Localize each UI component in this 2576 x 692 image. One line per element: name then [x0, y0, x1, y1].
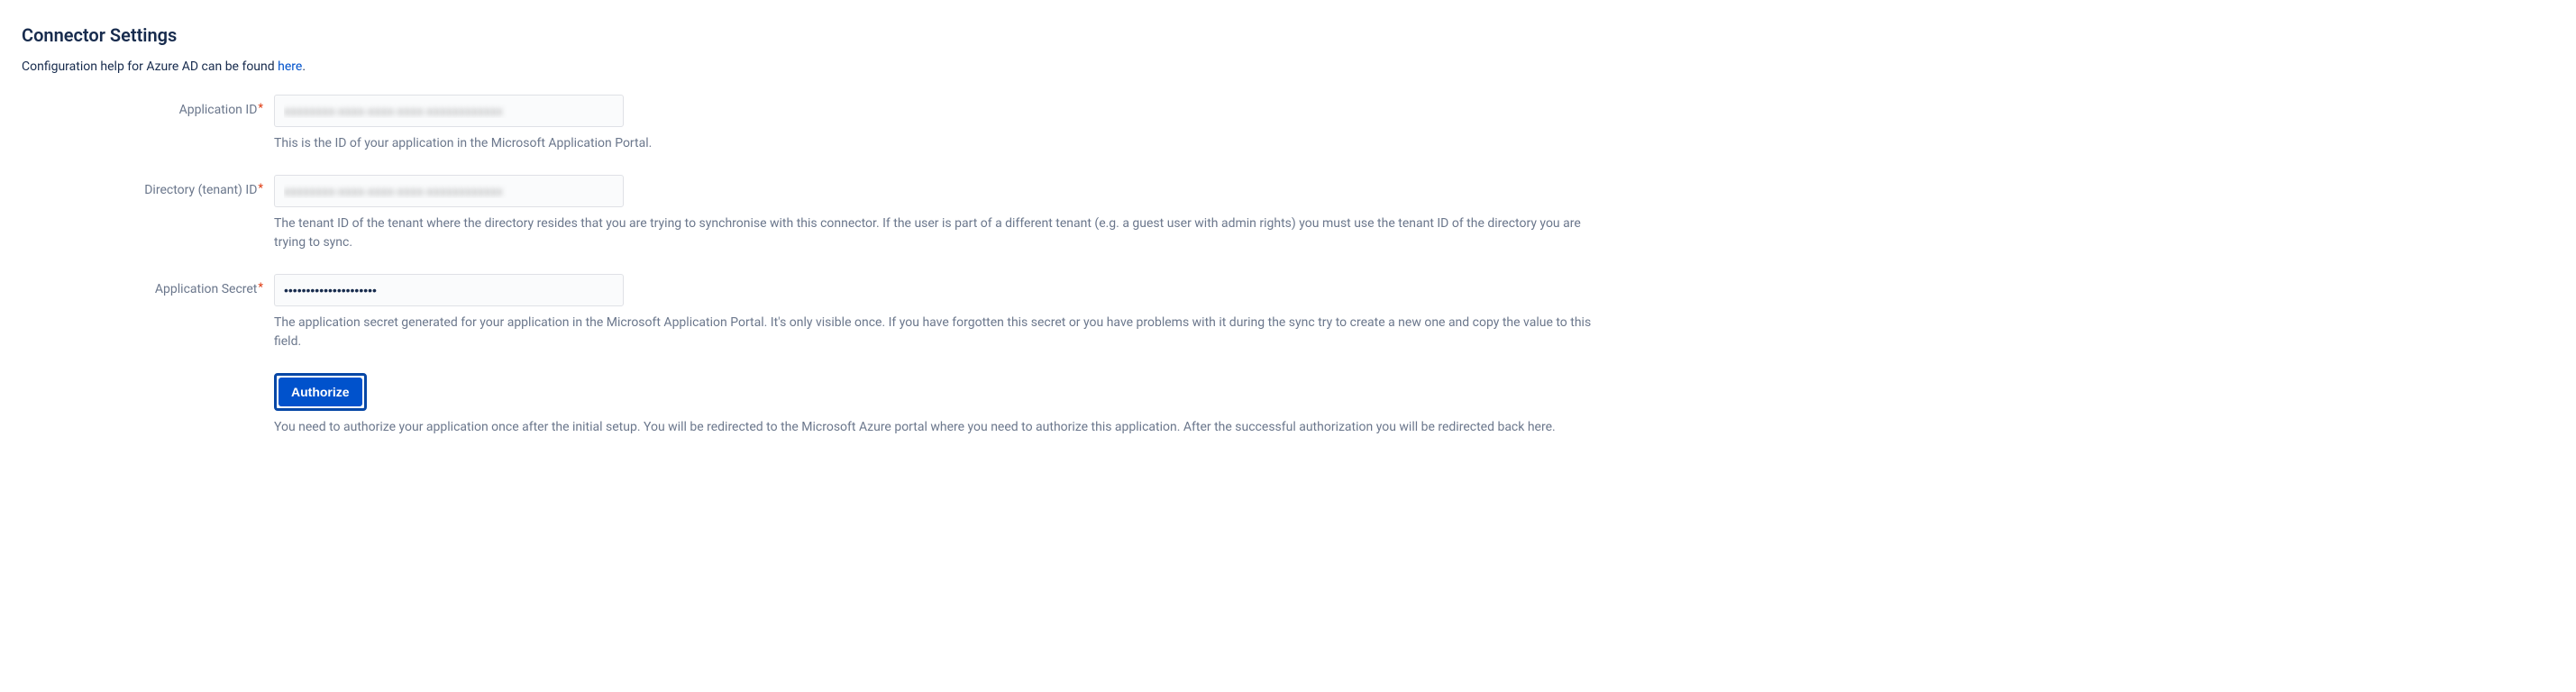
- application-secret-label: Application Secret: [155, 282, 257, 296]
- required-marker: *: [258, 281, 263, 295]
- required-marker: *: [258, 102, 263, 115]
- form-row-application-id: Application ID* This is the ID of your a…: [22, 95, 2554, 153]
- application-id-label: Application ID: [179, 103, 258, 117]
- application-secret-description: The application secret generated for you…: [274, 314, 1608, 351]
- tenant-id-description: The tenant ID of the tenant where the di…: [274, 214, 1608, 252]
- application-id-description: This is the ID of your application in th…: [274, 134, 1608, 153]
- content-col: The application secret generated for you…: [274, 274, 2554, 351]
- form-row-authorize: Authorize You need to authorize your app…: [22, 373, 2554, 437]
- label-col: Directory (tenant) ID*: [22, 175, 274, 200]
- application-id-input[interactable]: [274, 95, 624, 127]
- authorize-button[interactable]: Authorize: [279, 378, 362, 406]
- section-title: Connector Settings: [22, 22, 2554, 49]
- help-link[interactable]: here: [278, 59, 302, 74]
- form-row-tenant-id: Directory (tenant) ID* The tenant ID of …: [22, 175, 2554, 252]
- help-prefix: Configuration help for Azure AD can be f…: [22, 59, 278, 74]
- content-col: This is the ID of your application in th…: [274, 95, 2554, 153]
- tenant-id-label: Directory (tenant) ID: [144, 183, 257, 197]
- help-text: Configuration help for Azure AD can be f…: [22, 58, 2554, 77]
- tenant-id-input[interactable]: [274, 175, 624, 207]
- required-marker: *: [258, 182, 263, 196]
- connector-settings-section: Connector Settings Configuration help fo…: [22, 22, 2554, 437]
- label-col: [22, 373, 274, 379]
- label-col: Application ID*: [22, 95, 274, 120]
- content-col: Authorize You need to authorize your app…: [274, 373, 2554, 437]
- content-col: The tenant ID of the tenant where the di…: [274, 175, 2554, 252]
- authorize-description: You need to authorize your application o…: [274, 418, 1608, 437]
- label-col: Application Secret*: [22, 274, 274, 299]
- form-row-application-secret: Application Secret* The application secr…: [22, 274, 2554, 351]
- help-suffix: .: [302, 59, 306, 74]
- authorize-highlight: Authorize: [274, 373, 367, 411]
- application-secret-input[interactable]: [274, 274, 624, 306]
